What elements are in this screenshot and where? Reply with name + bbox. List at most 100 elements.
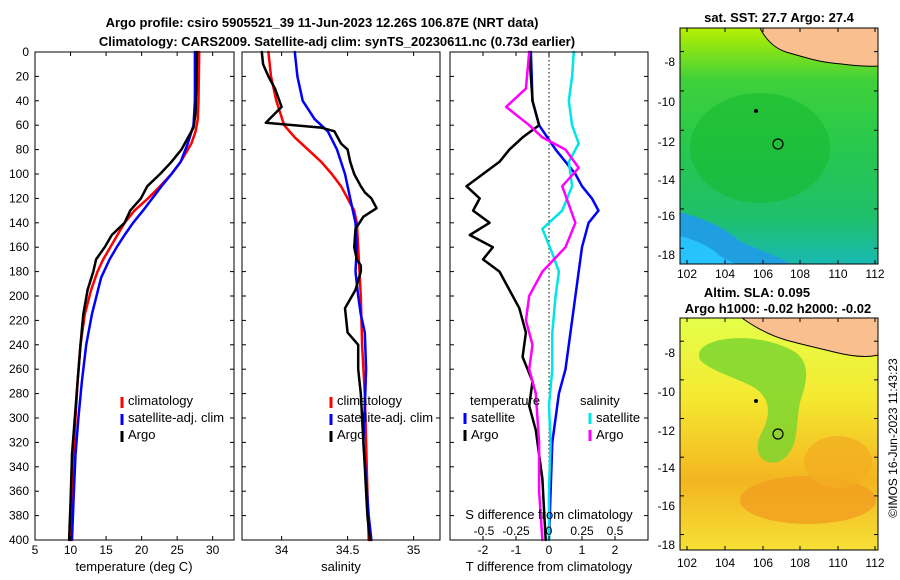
- depth-tick-label: 140: [9, 216, 29, 230]
- sla-x-tick-label: 112: [865, 556, 884, 570]
- sla-map-ticks: [680, 318, 878, 550]
- sla-y-tick-label: -18: [658, 538, 676, 552]
- depth-tick-label: 240: [9, 338, 29, 352]
- sla-x-tick-label: 106: [753, 556, 773, 570]
- sla-green-patch: [698, 338, 807, 463]
- s-diff-tick-label: 0: [546, 524, 553, 538]
- sla-y-tick-label: -14: [658, 461, 676, 475]
- depth-tick-label: 300: [9, 411, 29, 425]
- sla-argo-marker: [772, 428, 784, 440]
- depth-tick-label: 60: [16, 118, 30, 132]
- temperature-legend-argo: Argo: [128, 427, 155, 442]
- sst-x-tick-label: 112: [865, 267, 884, 281]
- depth-tick-label: 40: [16, 94, 30, 108]
- sst-y-tick-label: -12: [658, 135, 676, 149]
- sst-y-tick-label: -14: [658, 173, 676, 187]
- sst-y-tick-label: -18: [658, 248, 676, 262]
- depth-tick-label: 0: [22, 45, 29, 59]
- salinity-legend-satellite: satellite-adj. clim: [337, 410, 433, 425]
- salinity-plot-frame: [241, 51, 441, 541]
- sla-x-tick-labels: 102 104 106 108 110 112: [677, 556, 885, 570]
- difference-x-label: T difference from climatology: [466, 559, 633, 574]
- sla-y-tick-label: -12: [658, 424, 676, 438]
- temperature-satellite-adj-clim-line: [70, 50, 197, 542]
- depth-tick-label: 400: [9, 533, 29, 547]
- difference-ticks: -2 -1 0 1 2: [450, 51, 648, 557]
- depth-tick-label: 80: [16, 143, 30, 157]
- depth-tick-label: 260: [9, 362, 29, 376]
- depth-tick-label: 380: [9, 509, 29, 523]
- sla-map-frame: [679, 317, 879, 551]
- temperature-series-lines: [67, 50, 201, 542]
- depth-tick-label: 360: [9, 484, 29, 498]
- s-diff-tick-label: 0.25: [570, 524, 594, 538]
- depth-tick-label: 20: [16, 69, 30, 83]
- difference-x-tick-label: 2: [612, 543, 619, 557]
- figure-title-line2: Climatology: CARS2009. Satellite-adj cli…: [99, 34, 575, 49]
- salinity-argo-line: [260, 50, 378, 542]
- sst-x-tick-label: 104: [715, 267, 735, 281]
- sla-orange-patch-2: [804, 436, 872, 488]
- salinity-ticks: 34 34.5 35: [242, 51, 440, 557]
- depth-tick-label: 120: [9, 191, 29, 205]
- s-diff-tick-label: 0.5: [607, 524, 624, 538]
- salinity-legend-argo: Argo: [337, 427, 364, 442]
- sst-cool-patch: [690, 93, 830, 203]
- depth-tick-label: 280: [9, 387, 29, 401]
- depth-tick-label: 180: [9, 265, 29, 279]
- temperature-panel: 0 20 40 60 80 100 120 140 160 180 200 220 240 260 280 3…: [9, 45, 235, 574]
- difference-x-tick-label: 1: [579, 543, 586, 557]
- sst-x-tick-label: 106: [753, 267, 773, 281]
- temperature-x-tick-label: 5: [32, 543, 39, 557]
- difference-series-lines: [465, 50, 600, 542]
- imos-credit: ©IMOS 16-Jun-2023 11:43:23: [886, 358, 900, 518]
- depth-tick-label: 220: [9, 313, 29, 327]
- figure-title-line1: Argo profile: csiro 5905521_39 11-Jun-20…: [106, 15, 539, 30]
- temperature-x-tick-label: 20: [135, 543, 149, 557]
- depth-tick-label: 320: [9, 435, 29, 449]
- depth-tick-label: 160: [9, 240, 29, 254]
- sla-map-title-line2: Argo h1000: -0.02 h2000: -0.02: [685, 301, 871, 316]
- temperature-ticks: 0 20 40 60 80 100 120 140 160 180 200 220 240 260 280 3…: [9, 45, 234, 557]
- s-diff-tick-label: -0.5: [474, 524, 495, 538]
- sst-island-dot: [754, 109, 758, 113]
- salinity-series-lines: [260, 50, 378, 542]
- sst-argo-marker: [772, 138, 784, 150]
- sst-x-tick-labels: 102 104 106 108 110 112: [677, 267, 885, 281]
- sst-blue-corner-deep: [680, 236, 736, 264]
- sst-map-panel: sat. SST: 27.7 Argo: 27.4 102 104 106 10…: [658, 10, 885, 281]
- sla-y-tick-label: -8: [664, 346, 675, 360]
- salinity-x-tick-label: 35: [407, 543, 421, 557]
- sla-y-tick-label: -16: [658, 499, 676, 513]
- temperature-x-tick-label: 30: [206, 543, 220, 557]
- temperature-x-tick-label: 15: [99, 543, 113, 557]
- sst-map-frame: [679, 27, 879, 265]
- sla-x-tick-label: 110: [828, 556, 847, 570]
- temperature-argo-line: [67, 50, 199, 542]
- difference-x-tick-label: -2: [478, 543, 489, 557]
- depth-tick-label: 100: [9, 167, 29, 181]
- sla-y-tick-label: -10: [658, 385, 676, 399]
- difference-x-tick-label: -1: [511, 543, 522, 557]
- depth-tick-label: 340: [9, 460, 29, 474]
- sla-island-dot: [754, 399, 758, 403]
- difference-legend: temperature satellite Argo salinity sate…: [463, 393, 640, 442]
- temperature-legend-satellite: satellite-adj. clim: [128, 410, 224, 425]
- difference-temperature-satellite-line: [529, 50, 600, 542]
- sst-land: [759, 27, 879, 67]
- sst-map-ticks: [680, 28, 878, 264]
- temperature-plot-frame: [34, 51, 235, 541]
- sla-land: [740, 317, 879, 357]
- difference-legend-temp-satellite: satellite: [471, 410, 515, 425]
- sst-x-tick-label: 108: [790, 267, 810, 281]
- temperature-climatology-line: [69, 50, 201, 542]
- sla-map-panel: Altim. SLA: 0.095 Argo h1000: -0.02 h200…: [658, 285, 885, 570]
- depth-tick-label: 200: [9, 289, 29, 303]
- temperature-x-label: temperature (deg C): [75, 559, 192, 574]
- salinity-panel: 34 34.5 35 salinity climatology satellite-…: [241, 50, 441, 574]
- salinity-x-tick-label: 34: [275, 543, 289, 557]
- temperature-legend-climatology: climatology: [128, 393, 194, 408]
- difference-x-tick-label: 0: [546, 543, 553, 557]
- sst-y-tick-label: -8: [664, 55, 675, 69]
